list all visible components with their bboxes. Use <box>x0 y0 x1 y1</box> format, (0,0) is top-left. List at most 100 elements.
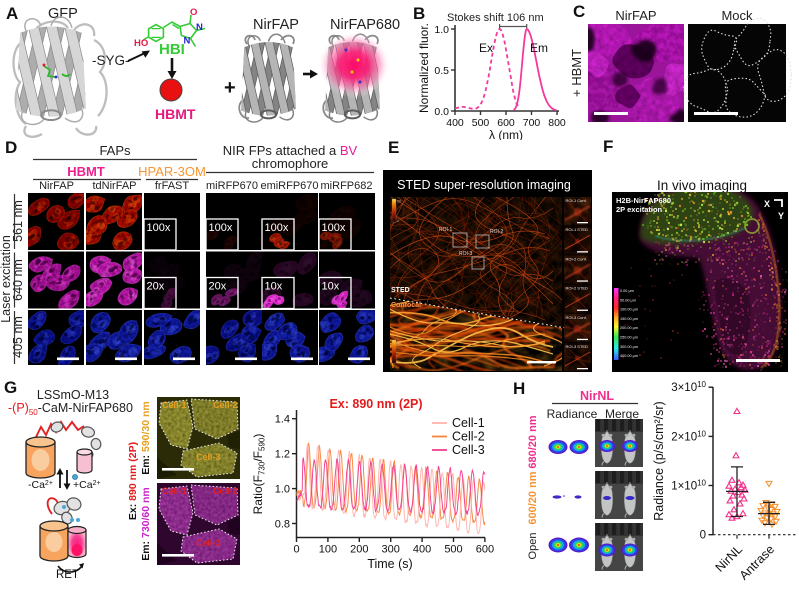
svg-text:X: X <box>764 199 770 209</box>
svg-text:500: 500 <box>444 544 462 556</box>
svg-text:Ex: Ex <box>479 41 493 55</box>
svg-text:1.0: 1.0 <box>434 24 449 36</box>
svg-text:O: O <box>190 7 197 18</box>
svg-text:100x: 100x <box>209 222 233 234</box>
svg-text:Radiance: Radiance <box>547 407 598 421</box>
svg-text:H: H <box>513 380 525 398</box>
svg-text:1: 1 <box>397 360 399 364</box>
svg-text:N: N <box>184 36 191 47</box>
svg-text:100x: 100x <box>265 222 289 234</box>
svg-text:0.00 µm: 0.00 µm <box>620 289 634 293</box>
svg-text:C: C <box>573 2 585 21</box>
svg-text:ROI-2: ROI-2 <box>490 229 504 235</box>
svg-text:STED super-resolution imaging: STED super-resolution imaging <box>397 178 571 192</box>
svg-text:10x: 10x <box>265 281 283 293</box>
svg-text:2P excitation: 2P excitation <box>616 205 663 214</box>
svg-text:400: 400 <box>413 544 431 556</box>
svg-text:600: 600 <box>497 117 515 129</box>
svg-text:Cell-3: Cell-3 <box>196 452 221 462</box>
svg-text:Cell-2: Cell-2 <box>452 430 485 444</box>
svg-text:+: + <box>224 77 236 99</box>
svg-text:1×1010: 1×1010 <box>671 479 706 493</box>
svg-text:λ (nm): λ (nm) <box>489 128 523 140</box>
svg-text:100: 100 <box>319 544 337 556</box>
svg-text:ROI-3 STED: ROI-3 STED <box>566 344 589 349</box>
svg-text:561 nm: 561 nm <box>11 200 25 242</box>
svg-text:Open: Open <box>527 533 539 560</box>
svg-text:Normalized fluor.: Normalized fluor. <box>417 23 431 113</box>
svg-text:chromophore: chromophore <box>252 156 329 171</box>
svg-text:Radiance (p/s/cm²/sr): Radiance (p/s/cm²/sr) <box>652 401 666 520</box>
svg-text:HBI: HBI <box>159 41 185 58</box>
svg-text:2×1010: 2×1010 <box>671 429 706 443</box>
svg-text:100x: 100x <box>322 222 346 234</box>
svg-text:frFAST: frFAST <box>155 180 190 192</box>
svg-text:150.00 µm: 150.00 µm <box>620 317 638 321</box>
svg-text:1: 1 <box>397 219 399 223</box>
svg-text:100.00 µm: 100.00 µm <box>620 308 638 312</box>
svg-text:250.00 µm: 250.00 µm <box>620 336 638 340</box>
svg-text:Cell-1: Cell-1 <box>162 400 187 410</box>
svg-text:0.8: 0.8 <box>275 518 290 530</box>
svg-text:ROI-1 Conf.: ROI-1 Conf. <box>566 198 587 203</box>
svg-text:miRFP670: miRFP670 <box>206 180 258 192</box>
svg-text:Ex: 890 nm (2P): Ex: 890 nm (2P) <box>127 442 139 520</box>
svg-text:NIR FPs attached a BV: NIR FPs attached a BV <box>223 143 358 158</box>
svg-text:Ratio(F730/F590): Ratio(F730/F590) <box>251 434 267 515</box>
svg-text:Em: 590/30 nm: Em: 590/30 nm <box>140 401 152 475</box>
svg-text:Em: Em <box>530 41 548 55</box>
svg-text:STED: STED <box>391 287 410 294</box>
svg-text:HBMT: HBMT <box>155 106 196 122</box>
svg-text:0: 0 <box>293 544 299 556</box>
svg-text:E: E <box>388 140 399 157</box>
svg-text:400: 400 <box>446 117 464 129</box>
svg-text:H2B-NirFAP680: H2B-NirFAP680 <box>616 196 671 205</box>
svg-text:Confocal: Confocal <box>391 302 421 309</box>
svg-text:ROI-3 Conf.: ROI-3 Conf. <box>566 315 587 320</box>
svg-text:miRFP682: miRFP682 <box>321 180 373 192</box>
svg-text:Cell-2: Cell-2 <box>213 400 238 410</box>
svg-text:NirFAP680: NirFAP680 <box>330 17 400 33</box>
svg-text:NirFAP: NirFAP <box>615 8 656 23</box>
svg-text:LSSmO-M13: LSSmO-M13 <box>37 388 109 402</box>
svg-text:Cell-2: Cell-2 <box>213 486 238 496</box>
svg-text:RET: RET <box>56 569 79 581</box>
svg-text:20x: 20x <box>209 281 227 293</box>
svg-text:NirFAP: NirFAP <box>39 180 74 192</box>
svg-text:200: 200 <box>350 544 368 556</box>
svg-text:1.2: 1.2 <box>275 449 290 461</box>
svg-text:680/20 nm: 680/20 nm <box>527 415 539 468</box>
svg-text:NirNL: NirNL <box>580 389 614 403</box>
svg-text:Cell-3: Cell-3 <box>452 443 485 457</box>
svg-text:In vivo imaging: In vivo imaging <box>657 178 747 193</box>
svg-text:+ HBMT: + HBMT <box>570 49 584 97</box>
svg-text:400.00 µm: 400.00 µm <box>620 354 638 358</box>
svg-text:640 nm: 640 nm <box>11 259 25 301</box>
svg-text:ROI-3: ROI-3 <box>459 251 473 257</box>
svg-text:GFP: GFP <box>48 6 78 22</box>
svg-text:Antrase: Antrase <box>737 542 777 582</box>
svg-text:A: A <box>6 4 18 23</box>
svg-text:800: 800 <box>548 117 566 129</box>
svg-text:0.5: 0.5 <box>434 65 449 77</box>
svg-text:0: 0 <box>700 530 706 542</box>
svg-text:NirFAP: NirFAP <box>253 17 299 33</box>
svg-text:300.00 µm: 300.00 µm <box>620 345 638 349</box>
svg-text:50.00 µm: 50.00 µm <box>620 298 636 302</box>
svg-text:Merge: Merge <box>605 407 639 421</box>
svg-text:600: 600 <box>476 544 494 556</box>
svg-text:Time (s): Time (s) <box>367 557 412 571</box>
svg-text:Cell-1: Cell-1 <box>452 416 485 430</box>
svg-text:F: F <box>603 140 613 156</box>
svg-text:FAPs: FAPs <box>99 143 131 158</box>
svg-text:-Ca2+: -Ca2+ <box>28 479 53 491</box>
svg-text:emiRFP670: emiRFP670 <box>260 180 318 192</box>
svg-text:500: 500 <box>472 117 490 129</box>
svg-text:20x: 20x <box>147 281 165 293</box>
svg-text:Stokes shift 106 nm: Stokes shift 106 nm <box>447 12 544 24</box>
svg-text:D: D <box>5 138 17 157</box>
svg-text:+Ca2+: +Ca2+ <box>73 479 101 491</box>
svg-text:Cell-1: Cell-1 <box>162 486 187 496</box>
svg-text:1.0: 1.0 <box>275 483 290 495</box>
svg-text:200.00 µm: 200.00 µm <box>620 326 638 330</box>
